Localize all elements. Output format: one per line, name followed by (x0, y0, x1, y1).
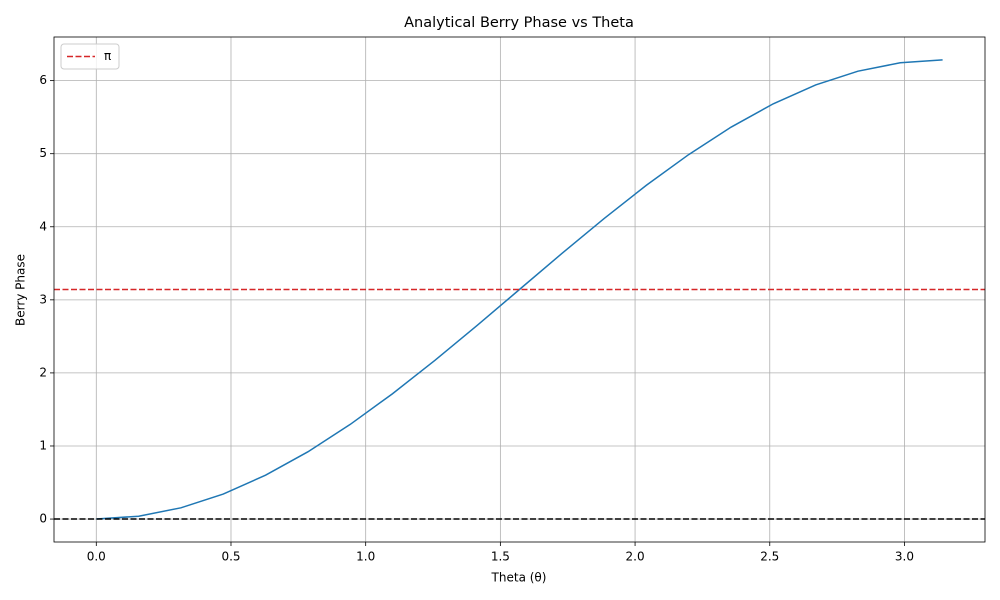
y-axis-label: Berry Phase (14, 254, 28, 326)
y-tick-label: 0 (39, 512, 47, 526)
y-tick-label: 4 (39, 219, 47, 233)
data-line (96, 59, 943, 520)
y-tick-label: 2 (39, 365, 47, 379)
chart-title: Analytical Berry Phase vs Theta (404, 15, 634, 31)
x-tick-label: 1.5 (491, 550, 510, 564)
legend-label: π (104, 49, 111, 63)
x-tick-label: 1.0 (356, 550, 375, 564)
plot-frame (53, 36, 986, 543)
y-tick-label: 1 (39, 438, 47, 452)
y-tick-label: 5 (39, 146, 47, 160)
x-tick-label: 0.5 (221, 550, 240, 564)
legend: π (60, 43, 120, 70)
x-axis-label: Theta (θ) (491, 571, 547, 585)
y-tick-label: 3 (39, 292, 47, 306)
x-tick-label: 2.0 (626, 550, 645, 564)
x-tick-label: 3.0 (895, 550, 914, 564)
x-tick-label: 0.0 (87, 550, 106, 564)
x-tick-label: 2.5 (760, 550, 779, 564)
y-tick-label: 6 (39, 73, 47, 87)
